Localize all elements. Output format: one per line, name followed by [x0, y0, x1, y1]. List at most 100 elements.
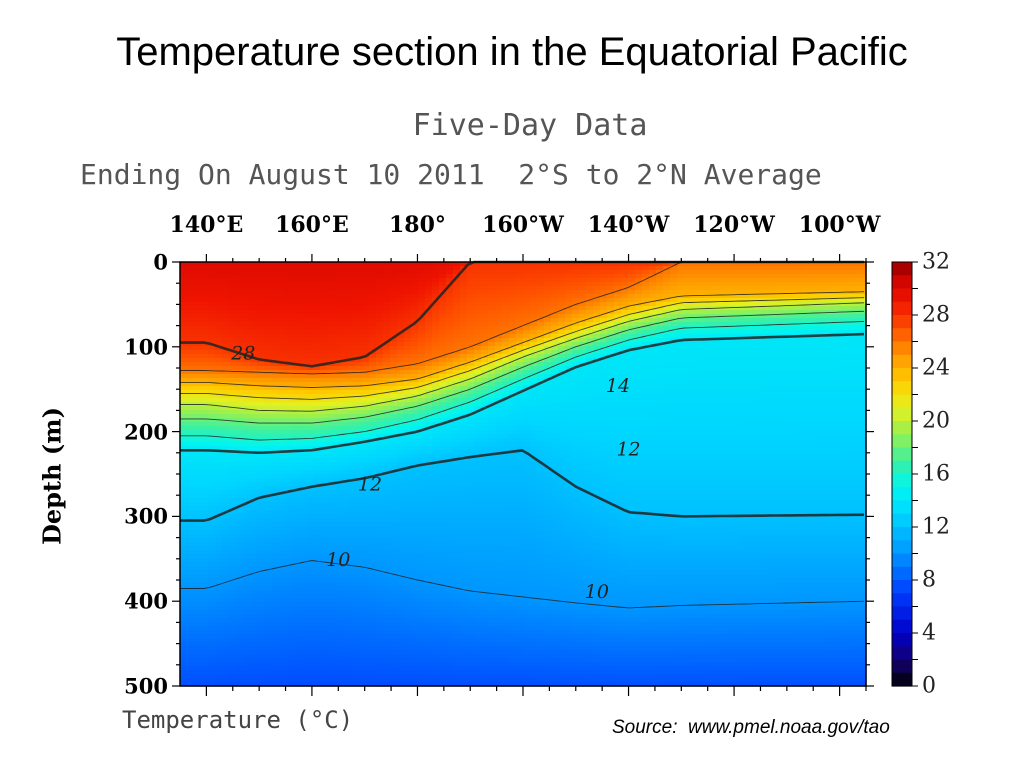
heatmap-cell: [488, 362, 496, 367]
heatmap-cell: [348, 346, 356, 351]
heatmap-cell: [376, 398, 384, 403]
heatmap-cell: [376, 614, 384, 619]
heatmap-cell: [180, 298, 188, 303]
heatmap-cell: [271, 394, 279, 399]
heatmap-cell: [271, 474, 279, 479]
heatmap-cell: [404, 362, 412, 367]
heatmap-cell: [194, 626, 202, 631]
heatmap-cell: [306, 514, 314, 519]
heatmap-cell: [299, 678, 307, 683]
heatmap-cell: [341, 278, 349, 283]
heatmap-cell: [334, 450, 342, 455]
heatmap-cell: [264, 558, 272, 563]
heatmap-cell: [474, 394, 482, 399]
heatmap-cell: [271, 494, 279, 499]
heatmap-cell: [348, 678, 356, 683]
heatmap-cell: [306, 362, 314, 367]
heatmap-cell: [299, 410, 307, 415]
heatmap-cell: [348, 570, 356, 575]
heatmap-cell: [327, 618, 335, 623]
heatmap-cell: [404, 350, 412, 355]
heatmap-cell: [376, 514, 384, 519]
heatmap-cell: [355, 626, 363, 631]
heatmap-cell: [313, 386, 321, 391]
heatmap-cell: [222, 290, 230, 295]
heatmap-cell: [250, 306, 258, 311]
heatmap-cell: [320, 662, 328, 667]
heatmap-cell: [264, 486, 272, 491]
heatmap-cell: [488, 382, 496, 387]
heatmap-cell: [488, 290, 496, 295]
heatmap-cell: [481, 326, 489, 331]
heatmap-cell: [271, 310, 279, 315]
heatmap-cell: [264, 638, 272, 643]
heatmap-cell: [418, 322, 426, 327]
heatmap-cell: [474, 514, 482, 519]
heatmap-cell: [201, 430, 209, 435]
heatmap-cell: [488, 398, 496, 403]
heatmap-cell: [383, 650, 391, 655]
heatmap-cell: [481, 314, 489, 319]
heatmap-cell: [467, 678, 475, 683]
heatmap-cell: [474, 430, 482, 435]
heatmap-cell: [180, 466, 188, 471]
heatmap-cell: [404, 402, 412, 407]
heatmap-cell: [383, 662, 391, 667]
heatmap-cell: [425, 366, 433, 371]
heatmap-cell: [404, 502, 412, 507]
heatmap-cell: [278, 682, 286, 687]
heatmap-cell: [292, 590, 300, 595]
heatmap-cell: [432, 498, 440, 503]
heatmap-cell: [460, 522, 468, 527]
heatmap-cell: [502, 530, 510, 535]
heatmap-cell: [201, 542, 209, 547]
heatmap-cell: [334, 282, 342, 287]
heatmap-cell: [453, 682, 461, 687]
heatmap-cell: [397, 578, 405, 583]
heatmap-cell: [208, 570, 216, 575]
heatmap-cell: [306, 458, 314, 463]
heatmap-cell: [460, 494, 468, 499]
heatmap-cell: [453, 466, 461, 471]
heatmap-cell: [278, 654, 286, 659]
heatmap-cell: [432, 262, 440, 267]
heatmap-cell: [236, 638, 244, 643]
heatmap-cell: [383, 670, 391, 675]
heatmap-cell: [292, 526, 300, 531]
heatmap-cell: [320, 286, 328, 291]
heatmap-cell: [292, 674, 300, 679]
heatmap-cell: [446, 402, 454, 407]
heatmap-cell: [488, 322, 496, 327]
heatmap-cell: [369, 526, 377, 531]
heatmap-cell: [257, 606, 265, 611]
heatmap-cell: [271, 666, 279, 671]
heatmap-cell: [446, 302, 454, 307]
heatmap-cell: [320, 474, 328, 479]
heatmap-cell: [355, 638, 363, 643]
heatmap-cell: [250, 270, 258, 275]
heatmap-cell: [467, 598, 475, 603]
heatmap-cell: [201, 598, 209, 603]
heatmap-cell: [446, 658, 454, 663]
heatmap-cell: [271, 534, 279, 539]
heatmap-cell: [187, 286, 195, 291]
heatmap-cell: [278, 434, 286, 439]
heatmap-cell: [313, 682, 321, 687]
heatmap-cell: [488, 426, 496, 431]
heatmap-cell: [397, 322, 405, 327]
heatmap-cell: [369, 514, 377, 519]
heatmap-cell: [369, 378, 377, 383]
heatmap-cell: [502, 622, 510, 627]
heatmap-cell: [264, 594, 272, 599]
heatmap-cell: [481, 486, 489, 491]
heatmap-cell: [418, 554, 426, 559]
heatmap-cell: [264, 298, 272, 303]
heatmap-cell: [320, 470, 328, 475]
heatmap-cell: [292, 606, 300, 611]
heatmap-cell: [306, 418, 314, 423]
heatmap-cell: [327, 606, 335, 611]
heatmap-cell: [257, 350, 265, 355]
heatmap-cell: [474, 370, 482, 375]
heatmap-cell: [243, 326, 251, 331]
heatmap-cell: [439, 398, 447, 403]
